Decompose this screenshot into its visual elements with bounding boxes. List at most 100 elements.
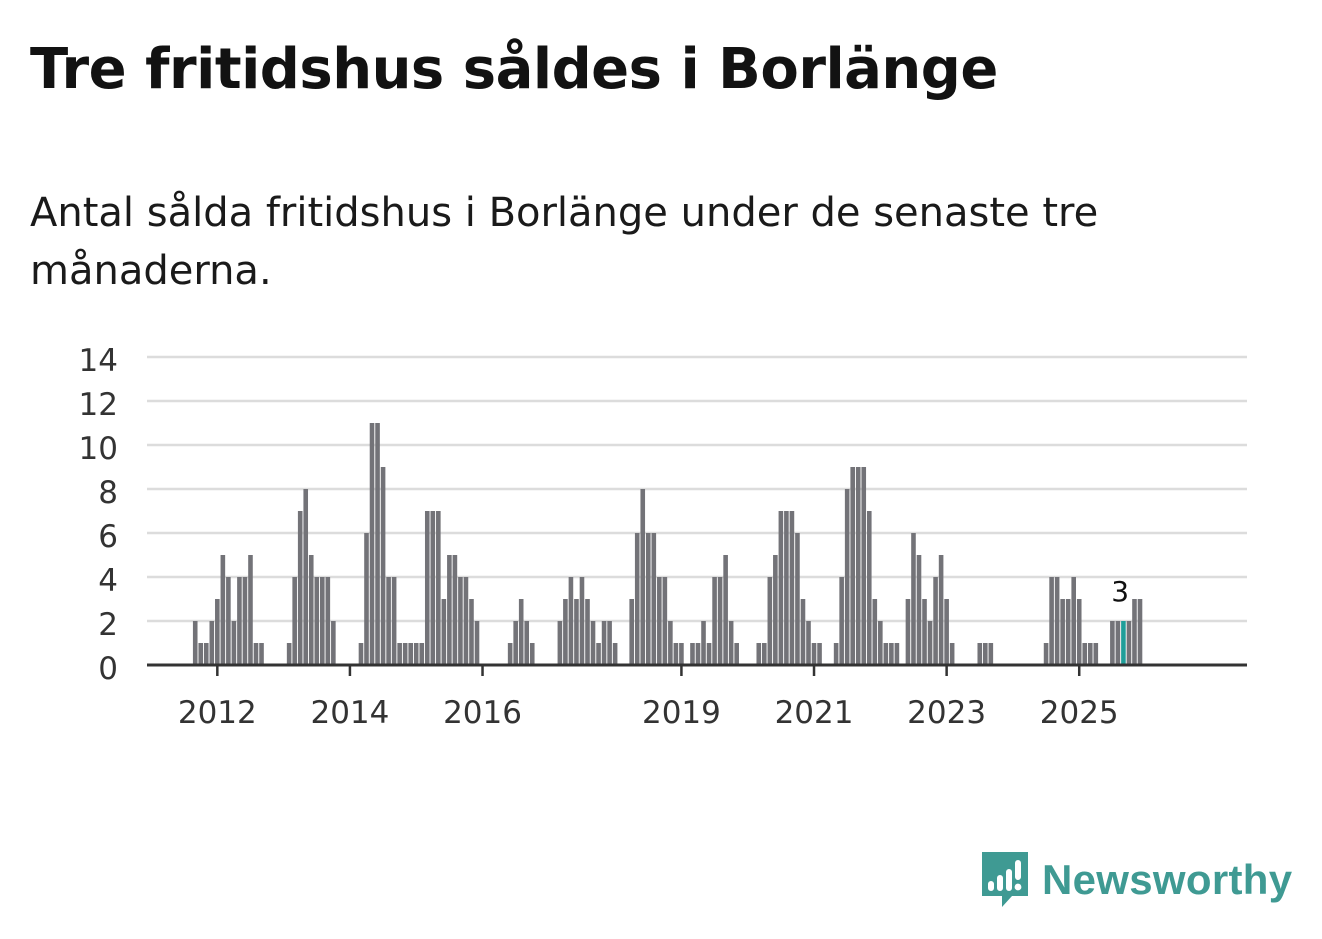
- bar: [944, 599, 949, 665]
- bar: [529, 643, 535, 665]
- bar: [612, 643, 618, 665]
- bar: [308, 555, 314, 665]
- bar: [800, 599, 806, 665]
- bar: [242, 577, 248, 665]
- bar: [1093, 643, 1099, 665]
- bar: [574, 599, 579, 665]
- bar: [977, 643, 983, 665]
- x-tick-label: 2025: [1040, 695, 1119, 731]
- bar: [386, 577, 391, 665]
- bar: [358, 643, 364, 665]
- x-tick-label: 2023: [907, 695, 986, 731]
- bar: [1126, 621, 1132, 665]
- bar: [806, 621, 811, 665]
- bar: [297, 511, 303, 665]
- bar: [563, 599, 568, 665]
- y-tick-label: 6: [98, 519, 118, 555]
- bar: [916, 555, 922, 665]
- bar: [839, 577, 844, 665]
- bar: [596, 643, 601, 665]
- bar: [226, 577, 231, 665]
- bar: [1065, 599, 1071, 665]
- bar: [706, 643, 712, 665]
- bar: [424, 511, 430, 665]
- bar: [402, 643, 408, 665]
- bar: [474, 621, 480, 665]
- bar: [408, 643, 413, 665]
- bar: [723, 555, 728, 665]
- bar: [248, 555, 253, 665]
- bar-highlight: [1121, 621, 1126, 665]
- bar: [767, 577, 773, 665]
- bar: [380, 467, 386, 665]
- bar: [662, 577, 668, 665]
- bar: [795, 533, 800, 665]
- y-tick-label: 12: [79, 387, 118, 423]
- bar: [292, 577, 297, 665]
- bar: [231, 621, 237, 665]
- bar: [259, 643, 264, 665]
- y-tick-label: 4: [98, 563, 118, 599]
- y-tick-label: 10: [79, 431, 118, 467]
- bar: [717, 577, 723, 665]
- bar: [1060, 599, 1065, 665]
- bar: [585, 599, 590, 665]
- bar: [364, 533, 369, 665]
- x-tick-label: 2012: [178, 695, 257, 731]
- bar: [430, 511, 436, 665]
- bar: [872, 599, 878, 665]
- data-labels: 3: [1111, 575, 1129, 608]
- bar: [927, 621, 933, 665]
- bar: [866, 511, 872, 665]
- bar: [375, 423, 380, 665]
- newsworthy-logo[interactable]: Newsworthy: [980, 850, 1292, 910]
- brand-name: Newsworthy: [1042, 856, 1293, 903]
- bar: [557, 621, 563, 665]
- bar: [518, 599, 524, 665]
- bar: [734, 643, 739, 665]
- bar: [844, 489, 850, 665]
- bar: [789, 511, 795, 665]
- bar: [419, 643, 425, 665]
- data-label: 3: [1111, 575, 1129, 608]
- bar: [778, 511, 784, 665]
- bar: [949, 643, 955, 665]
- bar: [701, 621, 706, 665]
- bar: [607, 621, 612, 665]
- bar: [1071, 577, 1076, 665]
- x-tick-label: 2021: [775, 695, 854, 731]
- bar: [320, 577, 325, 665]
- bar: [634, 533, 640, 665]
- bar: [237, 577, 242, 665]
- bar: [314, 577, 320, 665]
- bar: [1043, 643, 1049, 665]
- bar: [773, 555, 778, 665]
- bar: [579, 577, 585, 665]
- bar: [192, 621, 198, 665]
- gridlines: [147, 355, 1247, 623]
- y-axis-ticks: 0 2 4 6 8 10 12 14: [79, 343, 118, 687]
- bar: [679, 643, 684, 665]
- bar: [447, 555, 452, 665]
- bar: [1137, 599, 1143, 665]
- bar: [568, 577, 574, 665]
- bar: [933, 577, 938, 665]
- bar: [436, 511, 441, 665]
- bar: [811, 643, 817, 665]
- bar: [209, 621, 215, 665]
- bar: [695, 643, 701, 665]
- y-tick-label: 8: [98, 475, 118, 511]
- bar: [833, 643, 839, 665]
- bar: [861, 467, 867, 665]
- bar: [198, 643, 204, 665]
- bar: [413, 643, 419, 665]
- x-axis-ticks: 2012 2014 2016 2019 2021 2023 2025: [178, 665, 1119, 731]
- bar: [253, 643, 259, 665]
- bar: [645, 533, 651, 665]
- chart-title: Tre fritidshus såldes i Borlänge: [30, 37, 998, 102]
- bar-chart: 0 2 4 6 8 10 12 14 2012 2014 2016 2019 2021 2023 2025…: [79, 343, 1247, 731]
- bar: [303, 489, 309, 665]
- bar: [878, 621, 883, 665]
- bar: [657, 577, 662, 665]
- bar: [938, 555, 944, 665]
